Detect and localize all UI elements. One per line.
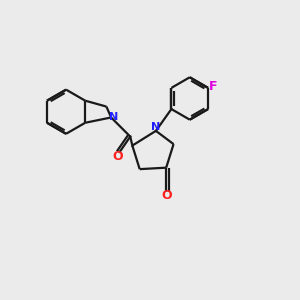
Text: O: O	[112, 150, 123, 163]
Text: N: N	[109, 112, 118, 122]
Text: N: N	[151, 122, 160, 132]
Text: O: O	[161, 189, 172, 203]
Text: F: F	[209, 80, 218, 93]
